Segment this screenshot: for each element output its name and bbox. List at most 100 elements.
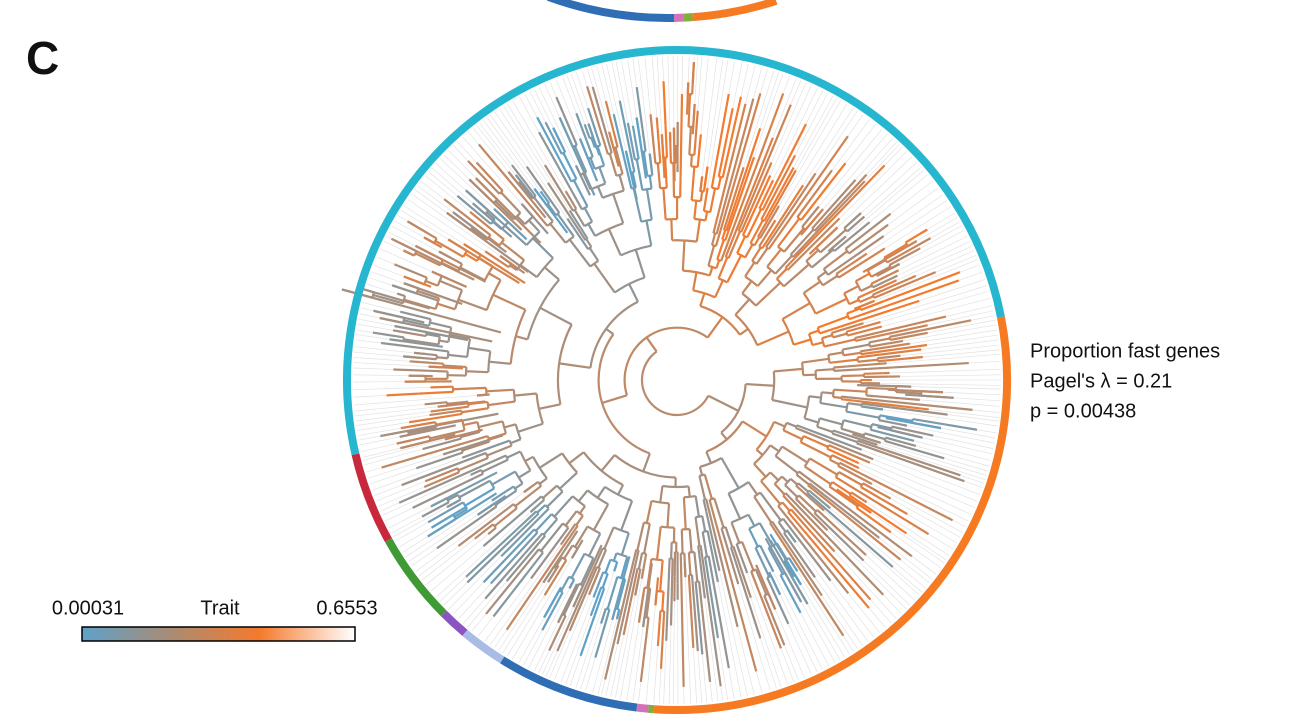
tree-branch — [700, 608, 712, 682]
tree-branch — [645, 336, 658, 353]
tip-line — [700, 57, 709, 135]
tree-branch — [440, 405, 469, 412]
tree-branch — [660, 134, 665, 158]
tree-branch — [453, 508, 468, 518]
tree-branch — [736, 540, 743, 545]
tree-branch — [884, 271, 961, 302]
tip-line — [453, 145, 469, 162]
tree-branch — [858, 503, 872, 514]
tree-branch — [828, 436, 863, 451]
tree-branch — [435, 418, 463, 426]
tree-branch — [840, 427, 865, 437]
tree-branch — [460, 430, 481, 439]
tree-branch — [757, 590, 783, 649]
tree-branch — [760, 195, 775, 221]
tree-branch — [472, 202, 486, 215]
tip-line — [621, 60, 634, 126]
tree-branch — [447, 327, 453, 343]
tree-branch — [589, 136, 594, 140]
tree-branch — [811, 248, 834, 269]
tree-branch — [617, 484, 625, 496]
tree-branch — [429, 369, 448, 373]
tree-branch — [858, 325, 882, 334]
tree-branch — [706, 530, 712, 545]
tree-branch — [868, 337, 891, 344]
tree-branch — [572, 179, 589, 208]
tree-branch — [798, 494, 817, 513]
tree-branch — [720, 108, 734, 163]
tree-branch — [890, 406, 948, 416]
tree-branch — [823, 338, 856, 348]
tree-branch — [590, 137, 596, 148]
tree-branch — [644, 586, 651, 590]
tree-branch — [492, 572, 529, 618]
tree-branch — [890, 429, 923, 439]
tree-branch — [614, 147, 624, 175]
tree-branch — [433, 237, 438, 244]
tree-branch — [854, 460, 860, 465]
tree-branch — [668, 132, 672, 164]
tree-branch — [578, 138, 590, 160]
tree-branch — [520, 203, 534, 218]
tip-line — [778, 100, 842, 207]
tree-branch — [790, 508, 813, 534]
tree-branch — [479, 214, 492, 225]
tip-line — [367, 284, 398, 294]
tree-branch — [492, 503, 515, 521]
tree-branch — [399, 433, 410, 438]
tree-branch — [692, 601, 699, 652]
tree-branch — [828, 444, 848, 454]
tree-branch — [582, 566, 599, 600]
tip-line — [457, 141, 477, 163]
tip-line — [899, 374, 1001, 377]
tree-branch — [905, 228, 928, 244]
ring-segment — [653, 316, 1011, 714]
tree-branch — [796, 196, 814, 218]
tree-branch — [575, 165, 582, 176]
tree-branch — [512, 485, 518, 492]
tree-branch — [662, 484, 689, 489]
tip-line — [753, 73, 784, 158]
tree-branch — [585, 140, 594, 158]
tip-line — [782, 76, 790, 94]
tree-branch — [828, 351, 844, 356]
tree-branch — [777, 505, 800, 532]
tree-branch — [782, 518, 790, 527]
tree-branch — [736, 235, 747, 254]
tree-branch — [602, 571, 609, 575]
tree-branch — [592, 589, 598, 598]
tree-branch — [716, 239, 725, 260]
tree-branch — [632, 129, 640, 160]
tree-branch — [703, 474, 713, 500]
tree-branch — [664, 125, 669, 158]
tree-branch — [773, 420, 786, 428]
tree-branch — [767, 547, 784, 575]
tree-branch — [505, 549, 534, 582]
tree-branch — [887, 453, 965, 483]
tree-branch — [843, 419, 872, 428]
tree-branch — [750, 162, 773, 208]
tip-line — [467, 580, 507, 628]
tree-branch — [895, 390, 922, 395]
tree-branch — [721, 148, 731, 178]
tree-branch — [645, 189, 653, 220]
tip-line — [452, 582, 484, 615]
tree-branch — [831, 454, 846, 463]
tip-line — [740, 63, 749, 97]
tree-branch — [458, 479, 491, 499]
tree-branch — [803, 435, 829, 448]
tree-branch — [812, 341, 824, 347]
tip-line — [601, 679, 606, 696]
tree-branch — [480, 469, 485, 475]
tree-branch — [539, 190, 551, 204]
tree-branch — [466, 370, 489, 374]
tree-branch — [795, 470, 800, 476]
tree-branch — [840, 398, 855, 402]
tree-branch — [842, 343, 870, 351]
p-value: p = 0.00438 — [1030, 400, 1136, 422]
tip-line — [354, 403, 425, 412]
tree-branch — [767, 237, 778, 250]
tree-branch — [399, 310, 415, 317]
tree-branch — [702, 529, 708, 533]
tree-branch — [801, 226, 807, 231]
